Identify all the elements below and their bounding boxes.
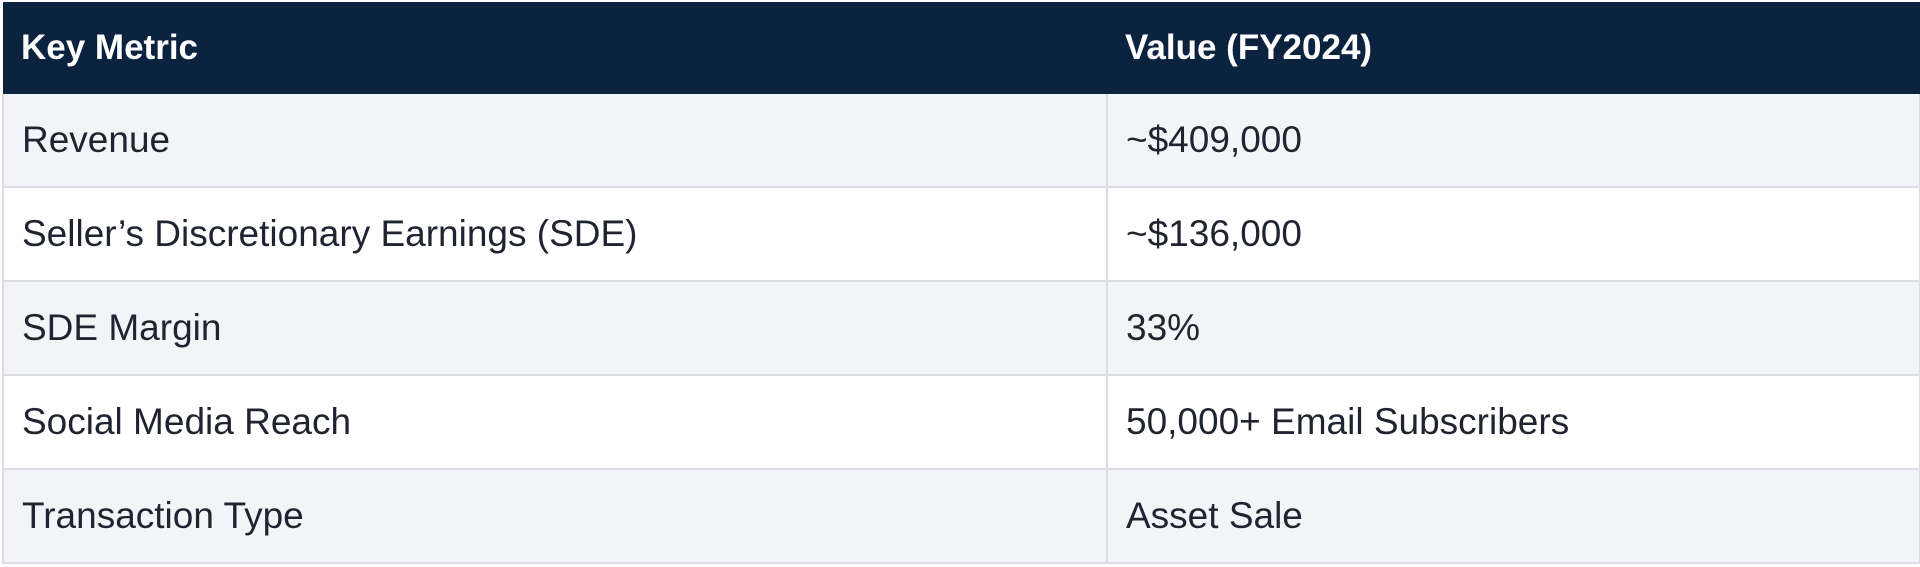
metric-value: 50,000+ Email Subscribers	[1106, 375, 1920, 470]
metric-name: SDE Margin	[2, 281, 1108, 376]
table-header: Key Metric Value (FY2024)	[3, 2, 1920, 94]
metric-value: ~$136,000	[1106, 187, 1920, 282]
table-row: Social Media Reach 50,000+ Email Subscri…	[2, 375, 1920, 470]
table-row: Transaction Type Asset Sale	[2, 469, 1920, 564]
metric-value: 33%	[1106, 281, 1920, 376]
header-row: Key Metric Value (FY2024)	[3, 2, 1920, 94]
header-key-metric: Key Metric	[3, 2, 1107, 94]
metric-name: Transaction Type	[2, 469, 1108, 564]
metric-value: ~$409,000	[1106, 94, 1920, 188]
header-value: Value (FY2024)	[1107, 2, 1920, 94]
metric-name: Revenue	[2, 94, 1108, 188]
table-row: Seller’s Discretionary Earnings (SDE) ~$…	[2, 187, 1920, 282]
metric-name: Seller’s Discretionary Earnings (SDE)	[2, 187, 1108, 282]
table-body: Revenue ~$409,000 Seller’s Discretionary…	[2, 94, 1920, 564]
table-row: Revenue ~$409,000	[2, 94, 1920, 188]
metric-value: Asset Sale	[1106, 469, 1920, 564]
table-row: SDE Margin 33%	[2, 281, 1920, 376]
metric-name: Social Media Reach	[2, 375, 1108, 470]
